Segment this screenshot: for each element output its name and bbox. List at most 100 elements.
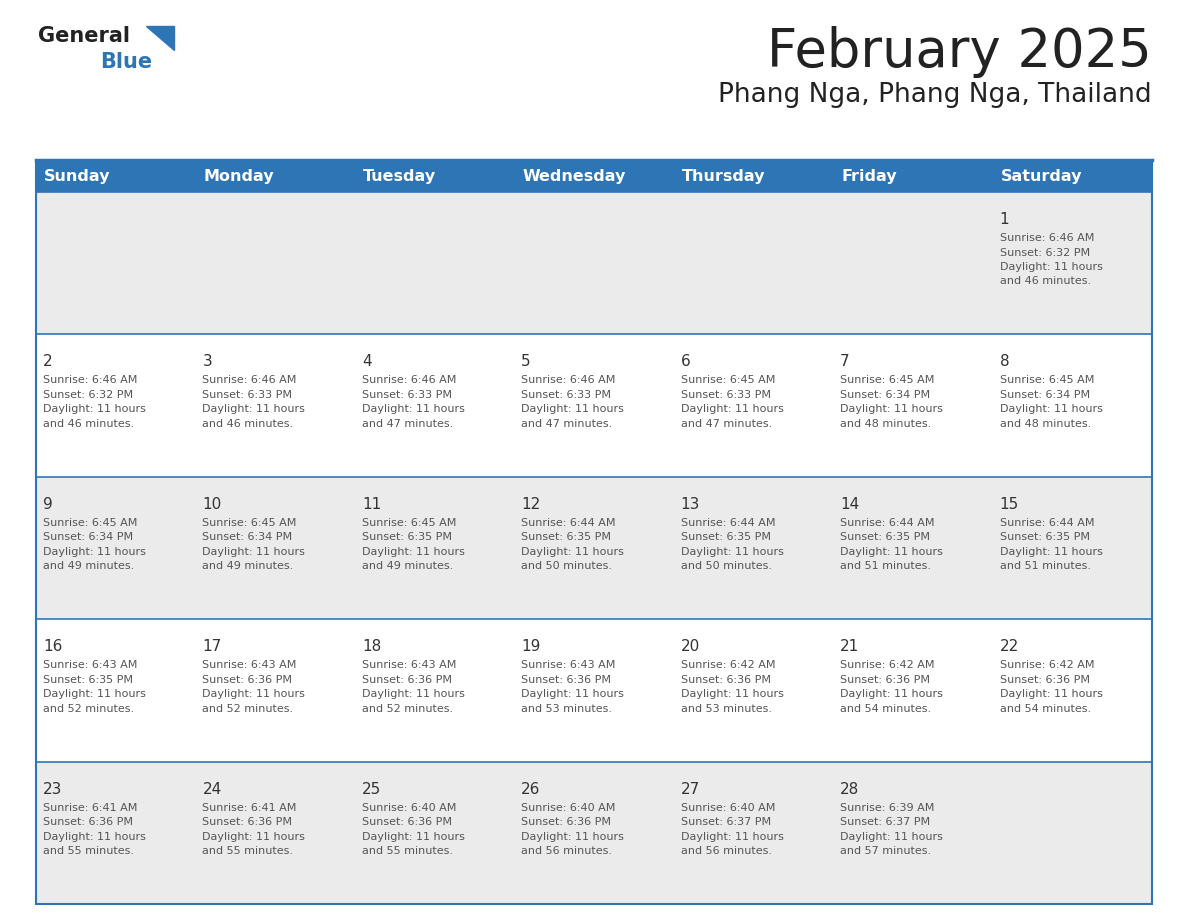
- Text: Sunset: 6:34 PM: Sunset: 6:34 PM: [202, 532, 292, 543]
- Text: Sunset: 6:33 PM: Sunset: 6:33 PM: [681, 390, 771, 400]
- Text: Daylight: 11 hours: Daylight: 11 hours: [43, 547, 146, 557]
- Bar: [674, 476, 833, 620]
- Bar: [992, 476, 1152, 620]
- Text: Sunrise: 6:42 AM: Sunrise: 6:42 AM: [840, 660, 935, 670]
- Bar: [36, 334, 196, 476]
- Text: Sunset: 6:32 PM: Sunset: 6:32 PM: [43, 390, 133, 400]
- Text: 5: 5: [522, 354, 531, 369]
- Text: and 54 minutes.: and 54 minutes.: [999, 704, 1091, 713]
- Text: Sunrise: 6:40 AM: Sunrise: 6:40 AM: [522, 802, 615, 812]
- Text: Sunrise: 6:43 AM: Sunrise: 6:43 AM: [362, 660, 456, 670]
- Text: 28: 28: [840, 781, 859, 797]
- Text: Daylight: 11 hours: Daylight: 11 hours: [999, 547, 1102, 557]
- Text: and 56 minutes.: and 56 minutes.: [522, 846, 612, 856]
- Text: Sunrise: 6:44 AM: Sunrise: 6:44 AM: [999, 518, 1094, 528]
- Text: Sunrise: 6:46 AM: Sunrise: 6:46 AM: [362, 375, 456, 386]
- Text: and 53 minutes.: and 53 minutes.: [522, 704, 612, 713]
- Text: Sunrise: 6:43 AM: Sunrise: 6:43 AM: [522, 660, 615, 670]
- Bar: [36, 162, 1152, 904]
- Text: Sunrise: 6:45 AM: Sunrise: 6:45 AM: [999, 375, 1094, 386]
- Bar: [674, 620, 833, 762]
- Text: and 46 minutes.: and 46 minutes.: [43, 419, 134, 429]
- Text: 26: 26: [522, 781, 541, 797]
- Text: and 47 minutes.: and 47 minutes.: [681, 419, 772, 429]
- Text: and 46 minutes.: and 46 minutes.: [202, 419, 293, 429]
- Text: Daylight: 11 hours: Daylight: 11 hours: [522, 689, 624, 700]
- Text: Daylight: 11 hours: Daylight: 11 hours: [840, 405, 943, 414]
- Text: Sunrise: 6:45 AM: Sunrise: 6:45 AM: [43, 518, 138, 528]
- Text: Wednesday: Wednesday: [523, 170, 626, 185]
- Text: Sunset: 6:36 PM: Sunset: 6:36 PM: [522, 675, 612, 685]
- Text: Sunrise: 6:45 AM: Sunrise: 6:45 AM: [681, 375, 775, 386]
- Text: 9: 9: [43, 497, 52, 512]
- Text: Sunset: 6:34 PM: Sunset: 6:34 PM: [999, 390, 1089, 400]
- Bar: [355, 620, 514, 762]
- Text: and 48 minutes.: and 48 minutes.: [840, 419, 931, 429]
- Text: 17: 17: [202, 639, 222, 655]
- Text: Sunrise: 6:44 AM: Sunrise: 6:44 AM: [522, 518, 615, 528]
- Text: Daylight: 11 hours: Daylight: 11 hours: [681, 832, 784, 842]
- Text: Sunset: 6:35 PM: Sunset: 6:35 PM: [999, 532, 1089, 543]
- Text: Sunrise: 6:42 AM: Sunrise: 6:42 AM: [999, 660, 1094, 670]
- Text: Sunrise: 6:43 AM: Sunrise: 6:43 AM: [202, 660, 297, 670]
- Bar: [833, 620, 992, 762]
- Text: Daylight: 11 hours: Daylight: 11 hours: [522, 547, 624, 557]
- Bar: [833, 476, 992, 620]
- Text: and 47 minutes.: and 47 minutes.: [362, 419, 453, 429]
- Text: 20: 20: [681, 639, 700, 655]
- Bar: [674, 162, 833, 192]
- Bar: [36, 762, 196, 904]
- Text: Daylight: 11 hours: Daylight: 11 hours: [681, 405, 784, 414]
- Text: and 57 minutes.: and 57 minutes.: [840, 846, 931, 856]
- Bar: [36, 476, 196, 620]
- Text: Blue: Blue: [100, 52, 152, 72]
- Text: Sunset: 6:36 PM: Sunset: 6:36 PM: [522, 817, 612, 827]
- Text: Sunset: 6:36 PM: Sunset: 6:36 PM: [202, 675, 292, 685]
- Bar: [674, 192, 833, 334]
- Text: and 55 minutes.: and 55 minutes.: [43, 846, 134, 856]
- Text: Sunset: 6:33 PM: Sunset: 6:33 PM: [522, 390, 612, 400]
- Text: Daylight: 11 hours: Daylight: 11 hours: [43, 689, 146, 700]
- Text: Daylight: 11 hours: Daylight: 11 hours: [840, 689, 943, 700]
- Text: and 49 minutes.: and 49 minutes.: [362, 561, 453, 571]
- Text: Sunrise: 6:46 AM: Sunrise: 6:46 AM: [202, 375, 297, 386]
- Text: and 51 minutes.: and 51 minutes.: [999, 561, 1091, 571]
- Text: 11: 11: [362, 497, 381, 512]
- Text: Sunset: 6:36 PM: Sunset: 6:36 PM: [362, 675, 451, 685]
- Bar: [514, 162, 674, 192]
- Text: Friday: Friday: [841, 170, 897, 185]
- Bar: [355, 162, 514, 192]
- Text: Sunset: 6:33 PM: Sunset: 6:33 PM: [362, 390, 451, 400]
- Text: 3: 3: [202, 354, 213, 369]
- Text: 4: 4: [362, 354, 372, 369]
- Text: Daylight: 11 hours: Daylight: 11 hours: [999, 262, 1102, 272]
- Text: and 48 minutes.: and 48 minutes.: [999, 419, 1091, 429]
- Text: Daylight: 11 hours: Daylight: 11 hours: [999, 689, 1102, 700]
- Text: Sunset: 6:36 PM: Sunset: 6:36 PM: [202, 817, 292, 827]
- Text: Sunset: 6:33 PM: Sunset: 6:33 PM: [202, 390, 292, 400]
- Text: and 55 minutes.: and 55 minutes.: [202, 846, 293, 856]
- Text: 6: 6: [681, 354, 690, 369]
- Text: 1: 1: [999, 212, 1009, 227]
- Text: Sunrise: 6:39 AM: Sunrise: 6:39 AM: [840, 802, 935, 812]
- Text: Sunset: 6:35 PM: Sunset: 6:35 PM: [522, 532, 612, 543]
- Bar: [36, 620, 196, 762]
- Bar: [514, 334, 674, 476]
- Text: Sunset: 6:32 PM: Sunset: 6:32 PM: [999, 248, 1089, 258]
- Bar: [674, 334, 833, 476]
- Text: Sunrise: 6:40 AM: Sunrise: 6:40 AM: [681, 802, 775, 812]
- Text: Daylight: 11 hours: Daylight: 11 hours: [43, 832, 146, 842]
- Text: 8: 8: [999, 354, 1009, 369]
- Text: Sunrise: 6:46 AM: Sunrise: 6:46 AM: [999, 233, 1094, 243]
- Text: Sunset: 6:36 PM: Sunset: 6:36 PM: [43, 817, 133, 827]
- Text: Sunset: 6:35 PM: Sunset: 6:35 PM: [43, 675, 133, 685]
- Text: Sunset: 6:35 PM: Sunset: 6:35 PM: [362, 532, 451, 543]
- Text: 7: 7: [840, 354, 849, 369]
- Text: Sunset: 6:37 PM: Sunset: 6:37 PM: [840, 817, 930, 827]
- Bar: [992, 162, 1152, 192]
- Text: Daylight: 11 hours: Daylight: 11 hours: [681, 547, 784, 557]
- Text: and 49 minutes.: and 49 minutes.: [202, 561, 293, 571]
- Text: 2: 2: [43, 354, 52, 369]
- Text: and 55 minutes.: and 55 minutes.: [362, 846, 453, 856]
- Text: Sunrise: 6:45 AM: Sunrise: 6:45 AM: [840, 375, 935, 386]
